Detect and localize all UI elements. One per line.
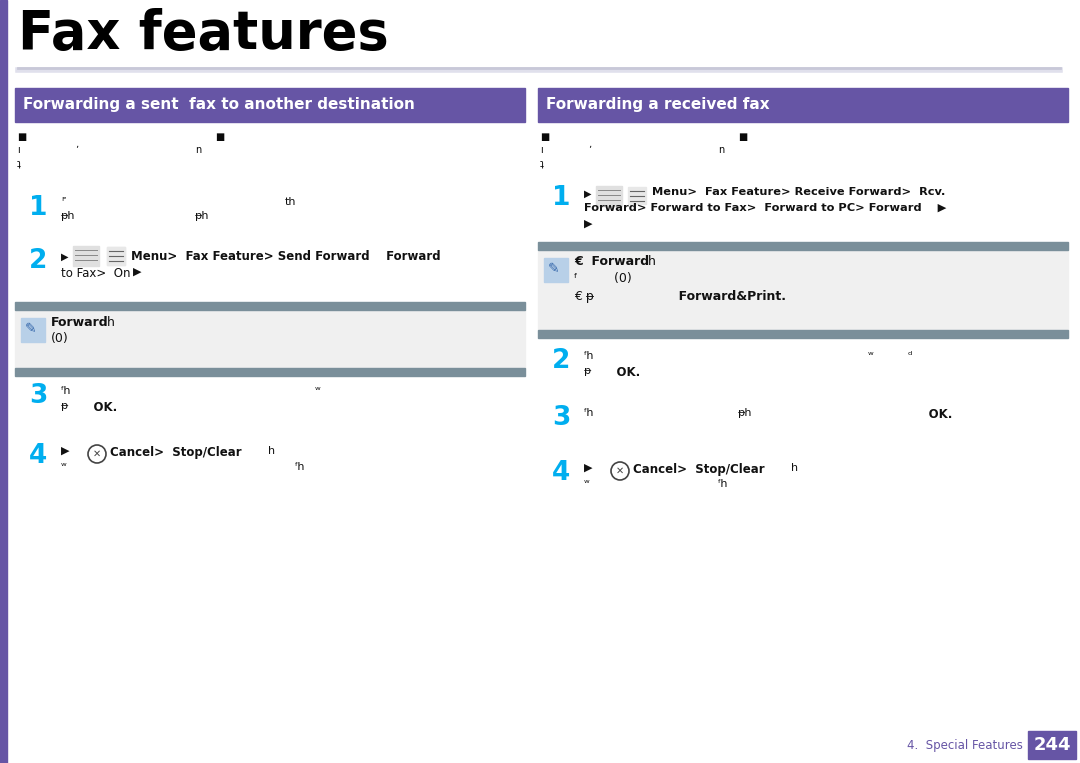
- Text: Forwarding a received fax: Forwarding a received fax: [546, 98, 770, 112]
- Text: ᶠh: ᶠh: [584, 408, 594, 418]
- Text: ✕: ✕: [93, 449, 102, 459]
- Text: Menu>  Fax Feature> Receive Forward>  Rcv.: Menu> Fax Feature> Receive Forward> Rcv.: [652, 187, 945, 197]
- Text: h: h: [107, 316, 114, 329]
- Text: ■: ■: [17, 132, 26, 142]
- Text: ▶: ▶: [584, 189, 592, 199]
- Text: (0): (0): [51, 332, 69, 345]
- Text: OK.: OK.: [908, 408, 953, 421]
- Text: 2: 2: [552, 348, 570, 374]
- Bar: [15, 368, 525, 376]
- Bar: [15, 302, 525, 310]
- Text: to Fax>  On: to Fax> On: [60, 267, 131, 280]
- Bar: [21, 318, 45, 342]
- Text: ■: ■: [215, 132, 225, 142]
- Text: ʷ: ʷ: [315, 386, 321, 396]
- Text: h: h: [268, 446, 275, 456]
- Text: ʇ: ʇ: [17, 158, 21, 168]
- Text: ᶠh: ᶠh: [295, 462, 306, 472]
- Text: ✎: ✎: [548, 262, 559, 276]
- Text: ı: ı: [17, 145, 19, 155]
- Bar: [538, 250, 1068, 330]
- Text: ʼ: ʼ: [588, 145, 591, 155]
- Bar: [15, 88, 525, 122]
- Text: 1: 1: [552, 185, 570, 211]
- Text: 1: 1: [29, 195, 48, 221]
- Text: ʷ: ʷ: [584, 479, 590, 489]
- Bar: [538, 242, 1068, 250]
- Text: OK.: OK.: [77, 401, 118, 414]
- Text: €  Forward: € Forward: [573, 255, 649, 268]
- Text: (0): (0): [598, 272, 632, 285]
- Text: Fax features: Fax features: [18, 8, 389, 60]
- Bar: [596, 186, 622, 206]
- Text: 4: 4: [29, 443, 48, 469]
- Bar: [15, 310, 525, 368]
- Text: Cancel>  Stop/Clear: Cancel> Stop/Clear: [633, 463, 765, 476]
- Bar: [107, 247, 125, 265]
- Text: h: h: [791, 463, 798, 473]
- Text: Forward&Print.: Forward&Print.: [613, 290, 786, 303]
- Text: ʼ: ʼ: [75, 145, 78, 155]
- Text: ▶: ▶: [60, 252, 68, 262]
- Text: ʇ: ʇ: [540, 158, 544, 168]
- Text: 4: 4: [552, 460, 570, 486]
- Text: ᶠh: ᶠh: [60, 386, 71, 396]
- Text: ʷ: ʷ: [60, 462, 67, 472]
- Text: ᵈ: ᵈ: [908, 351, 913, 361]
- Text: h: h: [648, 255, 656, 268]
- Text: ✎: ✎: [25, 322, 37, 336]
- Bar: [1028, 731, 1076, 759]
- Text: ✕: ✕: [616, 466, 624, 476]
- Bar: [538, 88, 1068, 122]
- Bar: [538, 122, 1068, 717]
- Text: ᶠ: ᶠ: [573, 272, 578, 285]
- Text: OK.: OK.: [600, 366, 640, 379]
- Bar: [107, 247, 125, 265]
- Text: € ᵽ: € ᵽ: [573, 290, 594, 303]
- Text: 3: 3: [29, 383, 48, 409]
- Bar: [538, 330, 1068, 338]
- Text: ᵽh: ᵽh: [738, 408, 753, 418]
- Text: ᵽh: ᵽh: [195, 211, 210, 221]
- Text: 244: 244: [1034, 736, 1070, 754]
- Text: ʷ: ʷ: [868, 351, 874, 361]
- Text: ▶: ▶: [584, 463, 593, 473]
- Text: ᶠh: ᶠh: [718, 479, 729, 489]
- Text: 3: 3: [552, 405, 570, 431]
- Text: ▶: ▶: [60, 446, 69, 456]
- Text: Forwarding a sent  fax to another destination: Forwarding a sent fax to another destina…: [23, 98, 415, 112]
- Bar: [0, 0, 6, 763]
- Text: ■: ■: [540, 132, 550, 142]
- Text: th: th: [285, 197, 297, 207]
- Text: Menu>  Fax Feature> Send Forward    Forward: Menu> Fax Feature> Send Forward Forward: [131, 250, 441, 263]
- Bar: [73, 246, 99, 266]
- Text: Forward> Forward to Fax>  Forward to PC> Forward    ▶: Forward> Forward to Fax> Forward to PC> …: [584, 203, 946, 213]
- Text: ▶: ▶: [133, 267, 141, 277]
- Bar: [627, 187, 646, 204]
- Text: ᵽ: ᵽ: [60, 401, 68, 411]
- Text: 2: 2: [29, 248, 48, 274]
- Text: ᵽh: ᵽh: [60, 211, 76, 221]
- Bar: [15, 122, 525, 717]
- Text: Cancel>  Stop/Clear: Cancel> Stop/Clear: [110, 446, 242, 459]
- Text: ᵽ: ᵽ: [584, 366, 592, 376]
- Text: n: n: [195, 145, 201, 155]
- Text: n: n: [718, 145, 725, 155]
- Text: ▶: ▶: [584, 219, 593, 229]
- Text: ■: ■: [738, 132, 747, 142]
- Text: ᶠh: ᶠh: [584, 351, 594, 361]
- Text: ᴾ: ᴾ: [60, 197, 65, 207]
- Text: 4.  Special Features: 4. Special Features: [907, 739, 1023, 752]
- Bar: [544, 258, 568, 282]
- Text: ı: ı: [540, 145, 543, 155]
- Text: Forward: Forward: [51, 316, 109, 329]
